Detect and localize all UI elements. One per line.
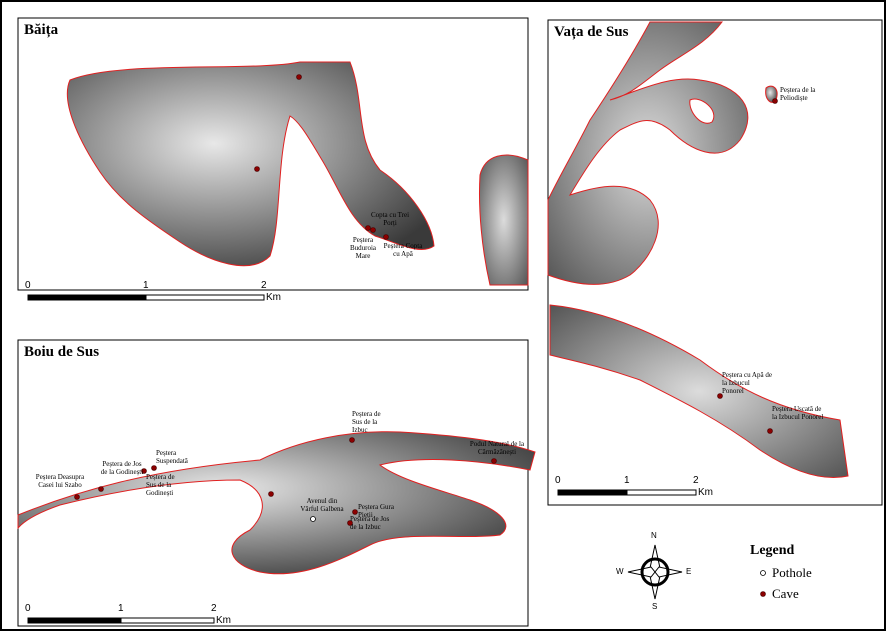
feature-label: Peștera Deasupra Casei lui Szabo (28, 473, 92, 489)
panel-title: Boiu de Sus (24, 344, 99, 361)
feature-label: Peștera Suspendată (156, 449, 206, 465)
scale-segment (146, 295, 264, 300)
cave (384, 235, 389, 240)
feature-label: Peștera Copta cu Apă (383, 242, 423, 258)
scale-segment (558, 490, 627, 495)
scale-label: 0 (555, 475, 561, 486)
feature-label: Peștera de la Peliodiște (780, 86, 820, 102)
cave (269, 492, 274, 497)
scale-unit: Km (266, 292, 281, 303)
compass-label: N (651, 531, 657, 540)
scale-label: 0 (25, 280, 31, 291)
pothole (311, 517, 316, 522)
feature-label: Avenul din Vârful Galbena (300, 497, 344, 513)
compass-label: E (686, 567, 691, 576)
legend-symbol (761, 592, 766, 597)
legend-label: Cave (772, 586, 799, 602)
scale-label: 2 (693, 475, 699, 486)
cave (297, 75, 302, 80)
feature-label: Peștera de Jos de la Godinești (100, 460, 144, 476)
feature-label: Peștera de Sus de la Godinești (146, 473, 186, 497)
scale-unit: Km (698, 487, 713, 498)
scale-segment (28, 618, 121, 623)
scale-label: 1 (118, 603, 124, 614)
cave (255, 167, 260, 172)
scale-label: 2 (261, 280, 267, 291)
compass-label: S (652, 602, 657, 611)
cave (75, 495, 80, 500)
panel-title: Băița (24, 22, 58, 39)
map (0, 0, 886, 631)
scale-label: 2 (211, 603, 217, 614)
cave (350, 438, 355, 443)
scale-label: 1 (624, 475, 630, 486)
scale-segment (28, 295, 146, 300)
scale-segment (121, 618, 214, 623)
compass (628, 545, 682, 599)
scale-label: 0 (25, 603, 31, 614)
scale-segment (627, 490, 696, 495)
map-page: Băița Vața de Sus Boiu de Sus Copta cu T… (0, 0, 886, 631)
cave (773, 99, 778, 104)
cave (768, 429, 773, 434)
feature-label: Copta cu Trei Porți (370, 211, 410, 227)
legend-title: Legend (750, 543, 794, 559)
panel-title: Vața de Sus (554, 24, 628, 41)
area (479, 155, 528, 285)
feature-label: Peștera de Sus de la Izbuc (352, 410, 392, 434)
cave (371, 228, 376, 233)
feature-label: Podul Natural de la Cărmăzănești (462, 440, 532, 456)
cave (152, 466, 157, 471)
feature-label: Peștera de Jos de la Izbuc (350, 515, 390, 531)
feature-label: Peștera cu Apă de la Izbucul Ponorel (722, 371, 772, 395)
cave (99, 487, 104, 492)
compass-label: W (616, 567, 624, 576)
legend-label: Pothole (772, 565, 812, 581)
cave (353, 510, 358, 515)
scale-label: 1 (143, 280, 149, 291)
feature-label: Peștera Uscată de la Izbucul Ponorel (772, 405, 828, 421)
legend-symbol (761, 571, 766, 576)
feature-label: Peștera Buduroia Mare (345, 236, 381, 260)
scale-unit: Km (216, 615, 231, 626)
cave (492, 459, 497, 464)
